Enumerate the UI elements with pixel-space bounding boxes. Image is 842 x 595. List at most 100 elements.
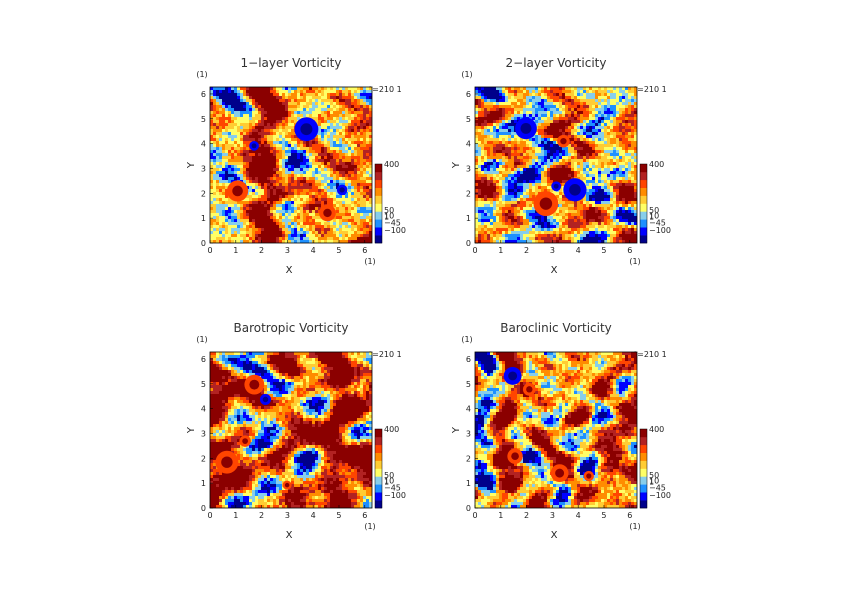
vorticity-field [210,87,372,243]
y-tick-label: 1 [466,479,471,488]
y-axis-label: Y [186,426,197,434]
colorbar-label: 50 [384,471,394,480]
x-tick-label: 2 [524,246,529,255]
vorticity-field [475,87,637,243]
colorbar-label: 10 [384,211,394,220]
y-tick-label: 6 [201,90,206,99]
x-axis-label: X [551,265,558,276]
y-tick-label: 0 [201,239,206,248]
colorbar-label: −45 [649,484,666,493]
colorbar-label: −45 [649,219,666,228]
vorticity-field [475,352,637,508]
colorbar-label: −100 [649,226,671,235]
x-tick-label: 5 [601,246,606,255]
colorbar-label: 1 [384,478,389,487]
y-tick-label: 6 [466,90,471,99]
plot-frame [474,351,638,509]
y-tick-label: 3 [201,429,206,438]
x-tick-label: 3 [550,511,555,520]
y-tick-label: 2 [466,454,471,463]
y-axis-label: Y [186,161,197,169]
time-label: t=210 1 [634,350,667,359]
x-tick-label: 6 [362,511,367,520]
y-tick-label: 1 [201,214,206,223]
colorbar-label: −100 [649,491,671,500]
x-tick-label: 6 [627,246,632,255]
y-tick-label: 2 [466,189,471,198]
x-tick-label: 6 [627,511,632,520]
y-tick-label: 4 [466,405,471,414]
x-tick-label: 2 [259,246,264,255]
colorbar-label: 1 [649,213,654,222]
colorbar-label: 400 [384,425,399,434]
vorticity-panel-1: 1−layer Vorticity (1) (1) t=210 1 0 1 2 3 4 5 6 0 1 2… [186,56,406,276]
y-axis-label: Y [451,161,462,169]
x-tick-label: 1 [498,511,503,520]
y-unit-label: (1) [461,335,472,344]
vorticity-panel-4: Baroclinic Vorticity (1) (1) t=210 1 0 1 2 3 4 5 6… [451,321,671,541]
time-label: t=210 1 [369,85,402,94]
x-tick-label: 0 [207,511,212,520]
panel-title: 2−layer Vorticity [506,56,607,70]
x-tick-label: 3 [285,511,290,520]
x-tick-label: 0 [207,246,212,255]
colorbar-label: −45 [384,219,401,228]
colorbar-label: 1 [649,478,654,487]
x-tick-label: 4 [311,246,316,255]
vorticity-field [210,352,372,508]
y-axis-label: Y [451,426,462,434]
colorbar-label: 400 [649,425,664,434]
x-tick-label: 1 [498,246,503,255]
plot-frame [209,351,373,509]
x-tick-label: 5 [601,511,606,520]
x-unit-label: (1) [629,257,640,266]
y-tick-label: 3 [466,429,471,438]
y-tick-label: 5 [201,380,206,389]
x-unit-label: (1) [629,522,640,531]
x-tick-label: 1 [233,511,238,520]
x-tick-label: 3 [550,246,555,255]
y-tick-label: 0 [466,239,471,248]
y-tick-label: 5 [466,380,471,389]
colorbar-label: −45 [384,484,401,493]
x-tick-label: 2 [259,511,264,520]
y-tick-label: 1 [201,479,206,488]
colorbar-label: 10 [649,476,659,485]
x-tick-label: 3 [285,246,290,255]
x-axis-label: X [551,530,558,541]
y-unit-label: (1) [196,70,207,79]
panel-title: Baroclinic Vorticity [500,321,612,335]
y-tick-label: 4 [201,140,206,149]
y-unit-label: (1) [461,70,472,79]
y-tick-label: 4 [466,140,471,149]
time-label: t=210 1 [369,350,402,359]
vorticity-panel-2: 2−layer Vorticity (1) (1) t=210 1 0 1 2 3 4 5 6 0 1 2… [451,56,671,276]
y-tick-label: 0 [201,504,206,513]
y-tick-label: 2 [201,454,206,463]
x-tick-label: 0 [472,246,477,255]
x-unit-label: (1) [364,522,375,531]
y-tick-label: 2 [201,189,206,198]
x-tick-label: 4 [576,246,581,255]
colorbar-label: 10 [649,211,659,220]
x-unit-label: (1) [364,257,375,266]
y-tick-label: 3 [201,164,206,173]
y-tick-label: 1 [466,214,471,223]
colorbar-label: 400 [649,160,664,169]
y-tick-label: 4 [201,405,206,414]
plot-frame [209,86,373,244]
x-tick-label: 4 [576,511,581,520]
panel-title: Barotropic Vorticity [233,321,348,335]
colorbar-label: 50 [384,206,394,215]
y-unit-label: (1) [196,335,207,344]
x-tick-label: 0 [472,511,477,520]
panel-title: 1−layer Vorticity [241,56,342,70]
colorbar-label: 50 [649,471,659,480]
colorbar-label: −100 [384,491,406,500]
colorbar-label: 50 [649,206,659,215]
vorticity-panel-3: Barotropic Vorticity (1) (1) t=210 1 0 1 2 3 4 5 6… [186,321,406,541]
